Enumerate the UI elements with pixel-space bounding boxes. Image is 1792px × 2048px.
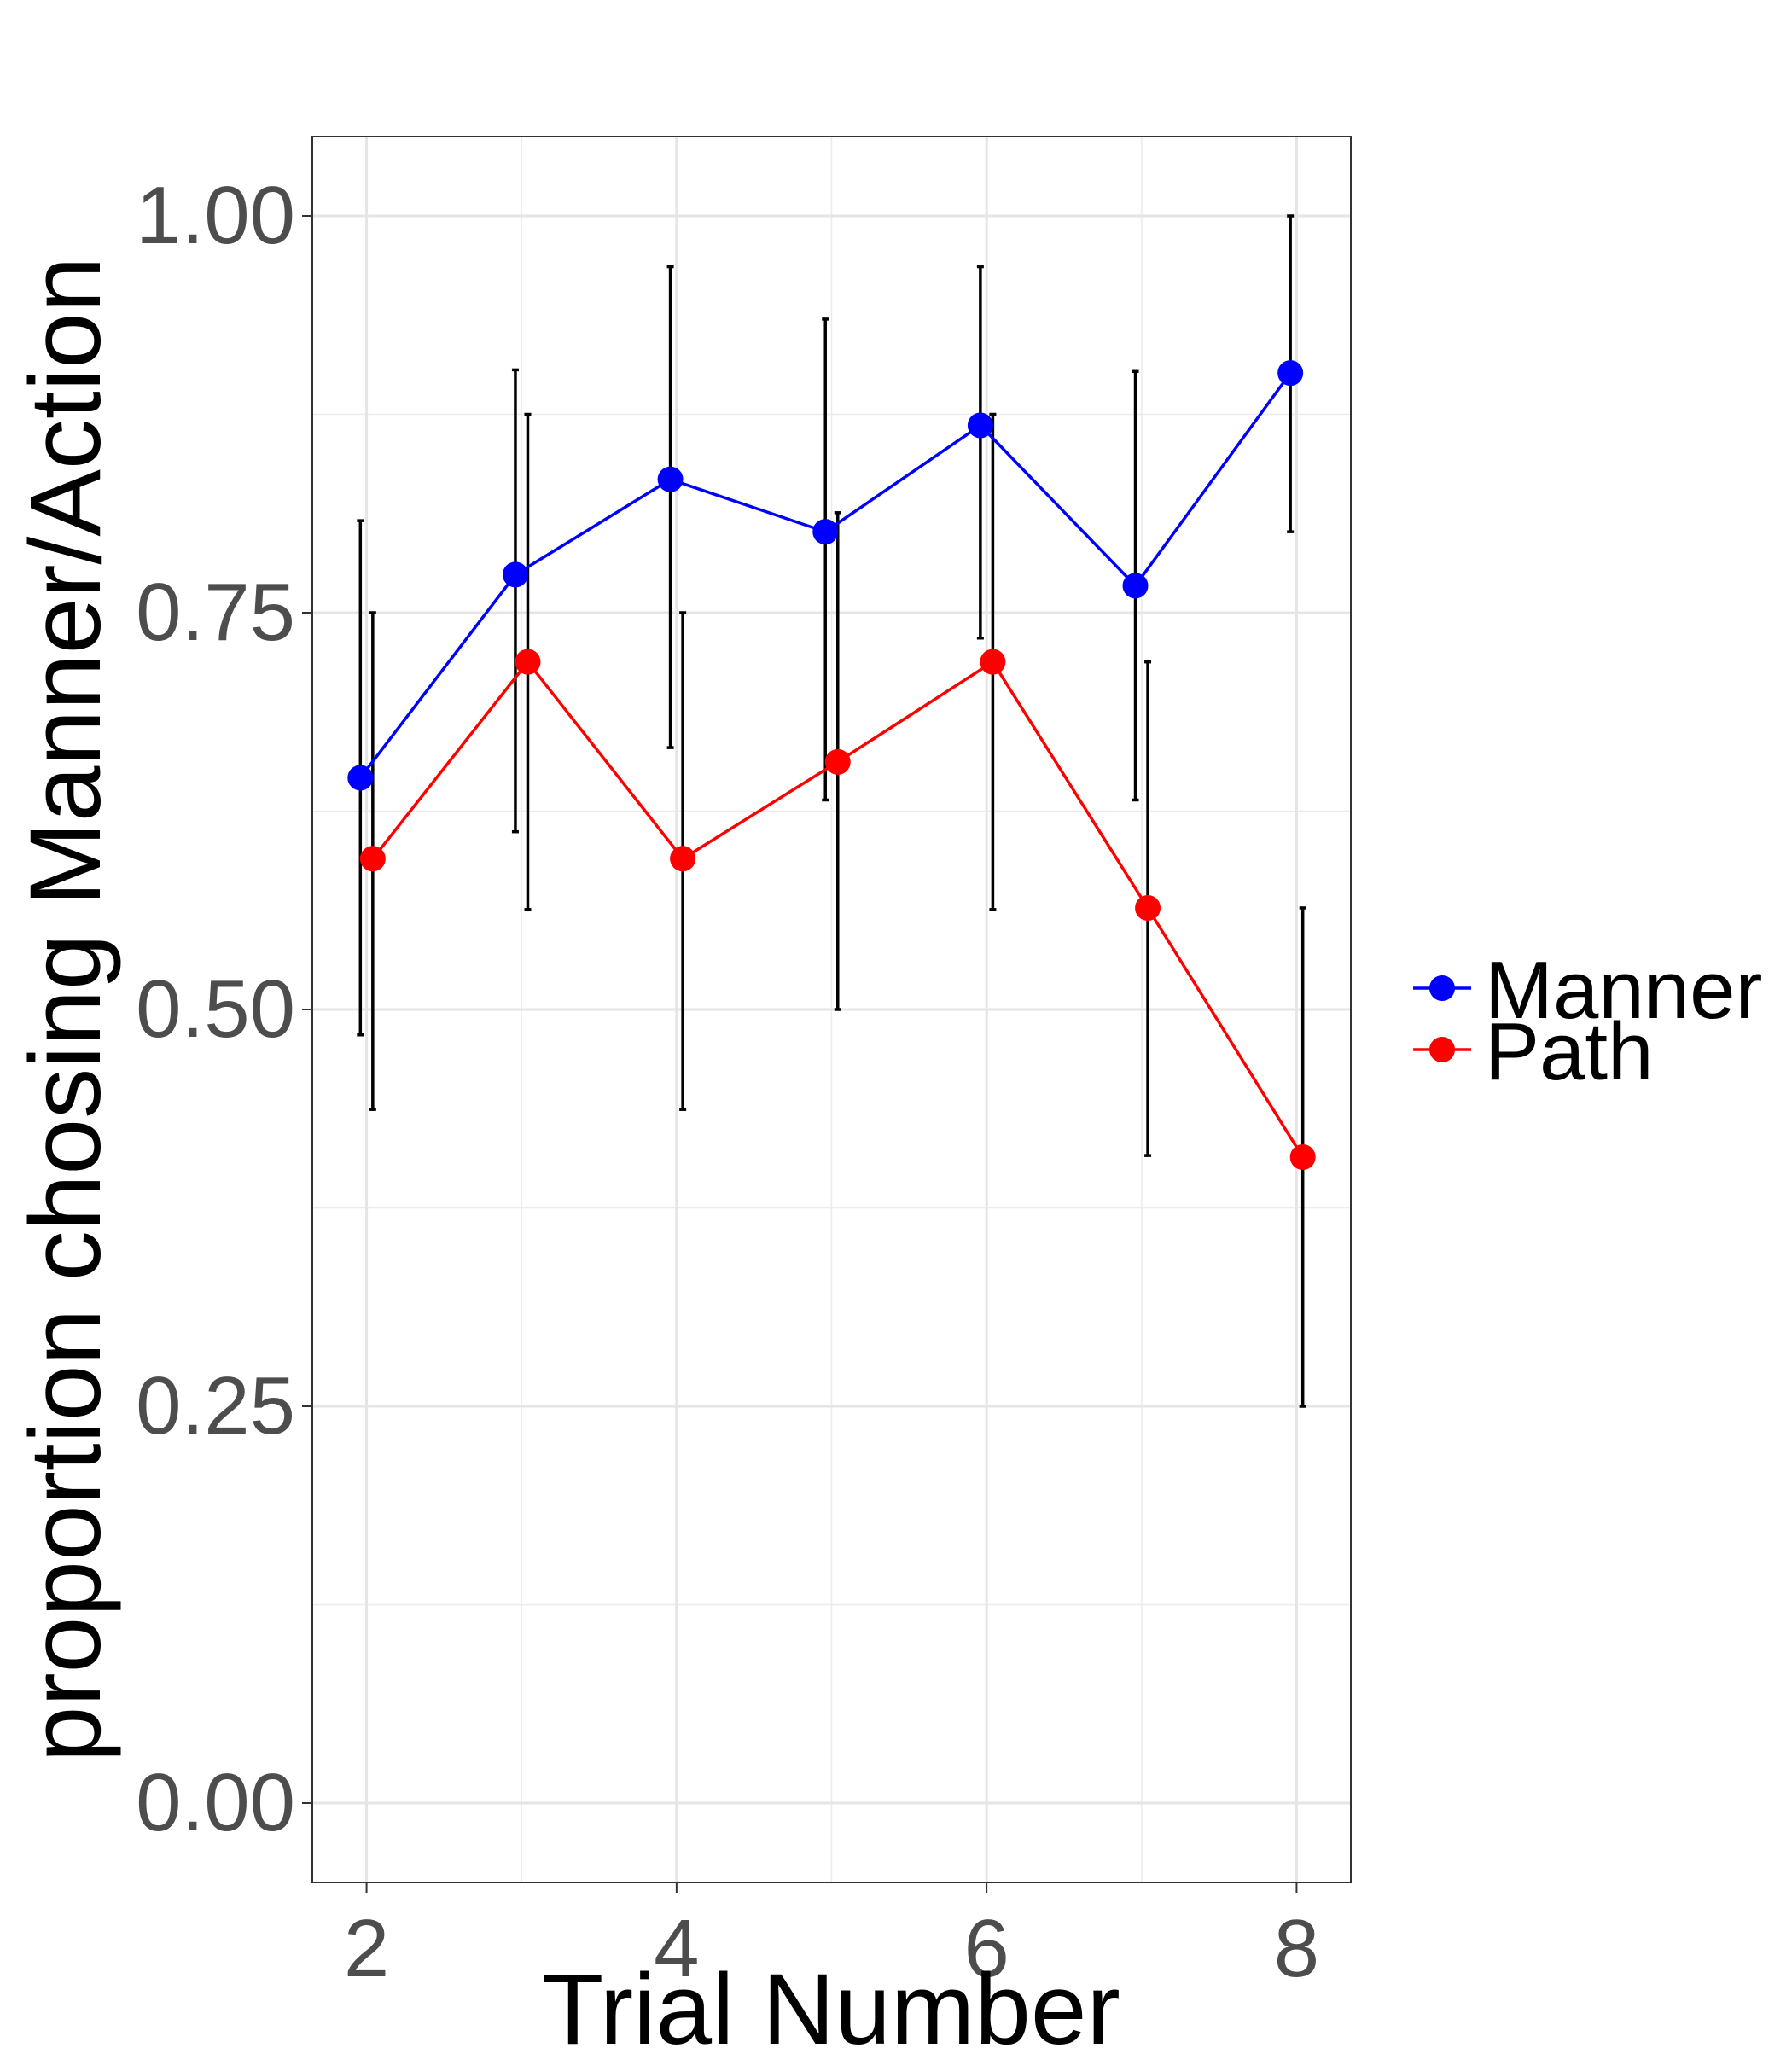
- x-axis-title: Trial Number: [542, 1953, 1120, 2048]
- y-tick-label: 0.25: [136, 1360, 295, 1452]
- y-tick-label: 1.00: [136, 170, 295, 261]
- series-points: [347, 360, 1316, 1170]
- x-tick-label: 6: [963, 1903, 1009, 1994]
- data-point-path: [1289, 1143, 1316, 1170]
- data-point-path: [359, 846, 386, 872]
- y-tick-label: 0.00: [136, 1757, 295, 1848]
- data-point-manner: [967, 412, 993, 439]
- legend-label-path: Path: [1485, 1006, 1653, 1097]
- legend-label-manner: Manner: [1485, 945, 1763, 1036]
- x-tick-label: 8: [1274, 1903, 1319, 1994]
- x-tick-label: 4: [654, 1903, 699, 1994]
- data-point-path: [1135, 894, 1161, 921]
- data-point-manner: [502, 561, 528, 588]
- data-point-manner: [347, 765, 374, 791]
- x-tick-label: 2: [344, 1903, 389, 1994]
- y-axis: 0.00 0.25 0.50 0.75 1.00: [136, 170, 312, 1848]
- data-point-manner: [1122, 573, 1149, 599]
- y-tick-label: 0.75: [136, 567, 295, 658]
- data-point-manner: [812, 519, 839, 545]
- legend-key-point-path: [1429, 1037, 1455, 1062]
- data-point-path: [824, 748, 851, 775]
- legend-key-point-manner: [1429, 975, 1455, 1001]
- x-axis: 2 4 6 8: [344, 1882, 1319, 1994]
- data-point-path: [980, 649, 1006, 675]
- data-point-path: [670, 846, 696, 872]
- y-axis-title: proportion chosing Manner/Action: [9, 257, 122, 1762]
- data-point-manner: [657, 466, 684, 492]
- grid-major: [312, 137, 1351, 1882]
- data-point-manner: [1277, 360, 1304, 387]
- y-tick-label: 0.50: [136, 963, 295, 1055]
- data-point-path: [515, 649, 541, 675]
